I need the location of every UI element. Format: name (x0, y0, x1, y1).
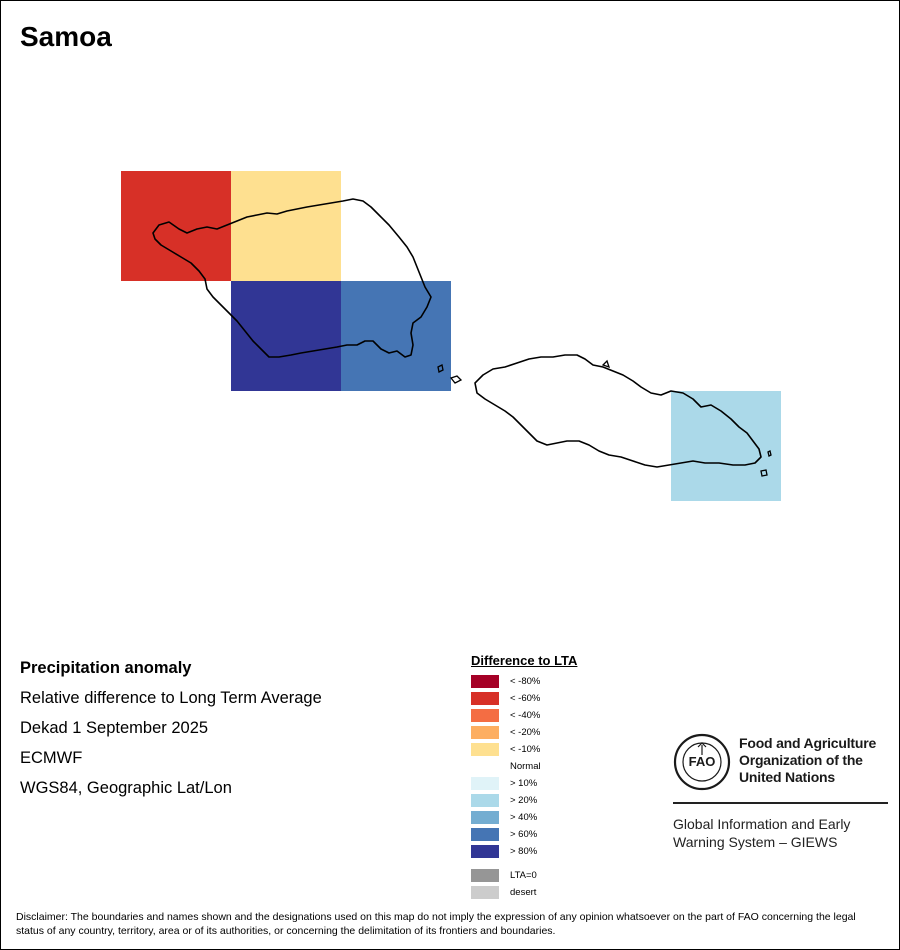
map-canvas (121, 171, 781, 501)
info-source: ECMWF (20, 749, 83, 767)
legend-swatch (471, 794, 499, 807)
legend-label: > 80% (510, 846, 538, 857)
legend-swatch (471, 777, 499, 790)
legend-item: > 60% (471, 825, 577, 842)
grid-cell-savaii-east (341, 281, 451, 391)
giews-line: Warning System – GIEWS (673, 834, 838, 850)
savaii-island-outline (152, 198, 432, 358)
legend-item: Normal (471, 757, 577, 774)
info-projection: WGS84, Geographic Lat/Lon (20, 779, 232, 797)
legend-item: > 10% (471, 774, 577, 791)
legend-item: < -40% (471, 706, 577, 723)
islet (601, 359, 611, 369)
legend-label: Normal (510, 761, 541, 772)
legend-swatch (471, 709, 499, 722)
legend-swatch (471, 743, 499, 756)
legend-item: desert (471, 883, 577, 900)
legend-label: > 20% (510, 795, 538, 806)
fao-divider (673, 802, 888, 804)
legend-label: < -40% (510, 710, 541, 721)
info-period: Dekad 1 September 2025 (20, 719, 209, 737)
legend-swatch (471, 726, 499, 739)
fao-emblem-icon: FAO (673, 733, 731, 791)
map-info: Precipitation anomaly Relative differenc… (20, 657, 322, 807)
legend-label: LTA=0 (510, 870, 537, 881)
legend-item: < -10% (471, 740, 577, 757)
legend-title: Difference to LTA (471, 653, 578, 668)
fao-name-line: Organization of the (739, 752, 863, 768)
legend-swatch (471, 675, 499, 688)
islet (449, 375, 463, 384)
info-description: Relative difference to Long Term Average (20, 689, 322, 707)
legend-item: LTA=0 (471, 866, 577, 883)
legend-item: < -60% (471, 689, 577, 706)
legend-swatch (471, 845, 499, 858)
fao-organization-name: Food and Agriculture Organization of the… (739, 735, 899, 786)
legend-item: > 80% (471, 842, 577, 859)
legend-label: < -10% (510, 744, 541, 755)
legend-extra-classes: LTA=0 desert (471, 866, 577, 900)
map-title: Samoa (20, 21, 112, 52)
legend-swatch (471, 869, 499, 882)
grid-cell-upolu-east (671, 391, 781, 501)
legend-swatch (471, 828, 499, 841)
legend-label: < -60% (510, 693, 541, 704)
grid-cell-savaii-north (231, 171, 341, 281)
legend-label: > 40% (510, 812, 538, 823)
legend-label: > 10% (510, 778, 538, 789)
islet (767, 450, 772, 457)
legend-classes: < -80% < -60% < -40% < -20% < -10% Normal > 10… (471, 672, 577, 859)
fao-emblem-letters: FAO (689, 754, 716, 769)
legend-label: < -20% (510, 727, 541, 738)
legend-label: < -80% (510, 676, 541, 687)
legend-swatch (471, 692, 499, 705)
legend-item: < -20% (471, 723, 577, 740)
grid-cell-savaii-south (231, 281, 341, 391)
legend-swatch (471, 760, 499, 773)
legend: Difference to LTA < -80% < -60% < -40% < -2… (471, 653, 577, 900)
fao-name-line: United Nations (739, 769, 835, 785)
giews-name: Global Information and Early Warning Sys… (673, 815, 888, 851)
islet (437, 364, 444, 373)
fao-name-line: Food and Agriculture (739, 735, 877, 751)
disclaimer: Disclaimer: The boundaries and names sho… (16, 911, 856, 937)
legend-item: < -80% (471, 672, 577, 689)
giews-line: Global Information and Early (673, 816, 851, 832)
legend-swatch (471, 886, 499, 899)
legend-item: > 20% (471, 791, 577, 808)
legend-label: desert (510, 887, 537, 898)
legend-item: > 40% (471, 808, 577, 825)
upolu-island-outline (474, 354, 762, 468)
info-heading: Precipitation anomaly (20, 659, 192, 677)
legend-label: > 60% (510, 829, 538, 840)
legend-swatch (471, 811, 499, 824)
islet (760, 469, 768, 477)
